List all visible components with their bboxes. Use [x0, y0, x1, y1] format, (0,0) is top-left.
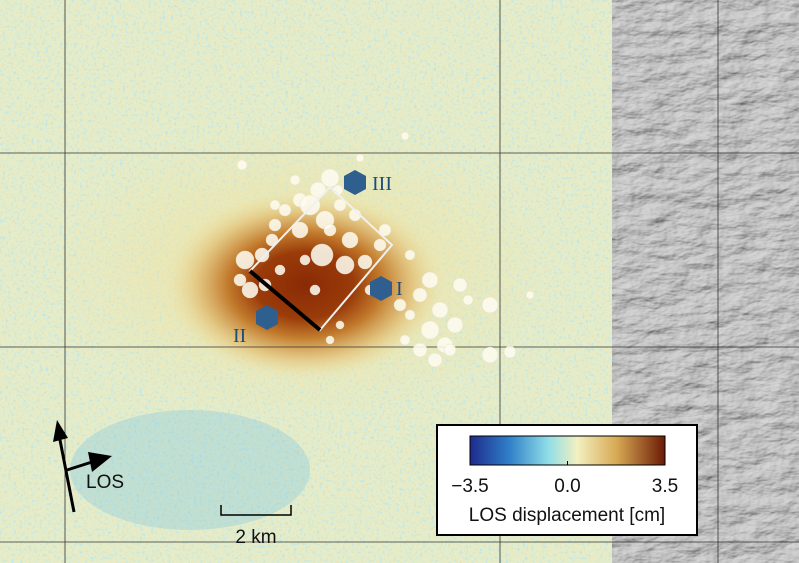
earthquake	[378, 223, 392, 237]
earthquake	[310, 243, 334, 267]
earthquake	[393, 298, 407, 312]
scale-bar	[220, 505, 292, 516]
scale-bar-label: 2 km	[235, 527, 276, 548]
marker-hexagon	[370, 276, 392, 301]
earthquake	[443, 343, 457, 357]
earthquake	[233, 273, 247, 287]
earthquake	[373, 238, 387, 252]
marker-label: II	[233, 325, 246, 347]
earthquake	[525, 290, 535, 300]
earthquake	[355, 153, 365, 163]
earthquake	[431, 301, 449, 319]
earthquake	[291, 221, 309, 239]
earthquake	[400, 131, 410, 141]
earthquakes	[233, 131, 535, 368]
colorbar-title: LOS displacement [cm]	[469, 505, 665, 526]
earthquake	[269, 199, 281, 211]
marker-label: III	[372, 173, 392, 195]
earthquake	[274, 264, 286, 276]
earthquake	[481, 296, 499, 314]
earthquake	[412, 342, 428, 358]
earthquake	[404, 309, 416, 321]
earthquake	[289, 174, 301, 186]
los-arrows	[53, 420, 112, 513]
marker-label: I	[396, 278, 403, 300]
earthquake	[503, 345, 517, 359]
fault-trace	[248, 269, 322, 332]
marker-hexagon	[256, 305, 278, 330]
marker-hexagon	[344, 170, 366, 195]
earthquake	[235, 250, 255, 270]
earthquake	[446, 316, 464, 334]
earthquake	[241, 281, 259, 299]
earthquake	[452, 277, 468, 293]
earthquake	[325, 335, 335, 345]
earthquake	[254, 247, 270, 263]
earthquake	[399, 334, 411, 346]
insar-field	[0, 0, 612, 563]
earthquake	[341, 231, 359, 249]
earthquake	[268, 218, 282, 232]
colorbar: LOS displacement [cm] −3.5 0.0 3.5	[436, 424, 698, 536]
earthquake	[481, 346, 499, 364]
earthquake	[420, 320, 440, 340]
earthquake	[236, 159, 248, 171]
earthquake	[265, 233, 279, 247]
earthquake	[404, 249, 416, 261]
earthquake	[278, 203, 292, 217]
earthquake	[357, 254, 373, 270]
earthquake	[462, 294, 474, 306]
earthquake	[299, 254, 311, 266]
earthquake	[427, 352, 443, 368]
earthquake	[309, 284, 321, 296]
colorbar-tick-label: −3.5	[451, 476, 489, 497]
earthquake	[335, 320, 345, 330]
earthquake	[299, 194, 321, 216]
earthquake	[335, 255, 355, 275]
earthquake	[421, 271, 439, 289]
colorbar-tick-label: 0.0	[554, 476, 580, 497]
earthquake	[333, 198, 347, 212]
earthquake	[412, 287, 428, 303]
earthquake	[323, 223, 337, 237]
colorbar-tick-label: 3.5	[652, 476, 678, 497]
los-label: LOS	[86, 472, 124, 493]
